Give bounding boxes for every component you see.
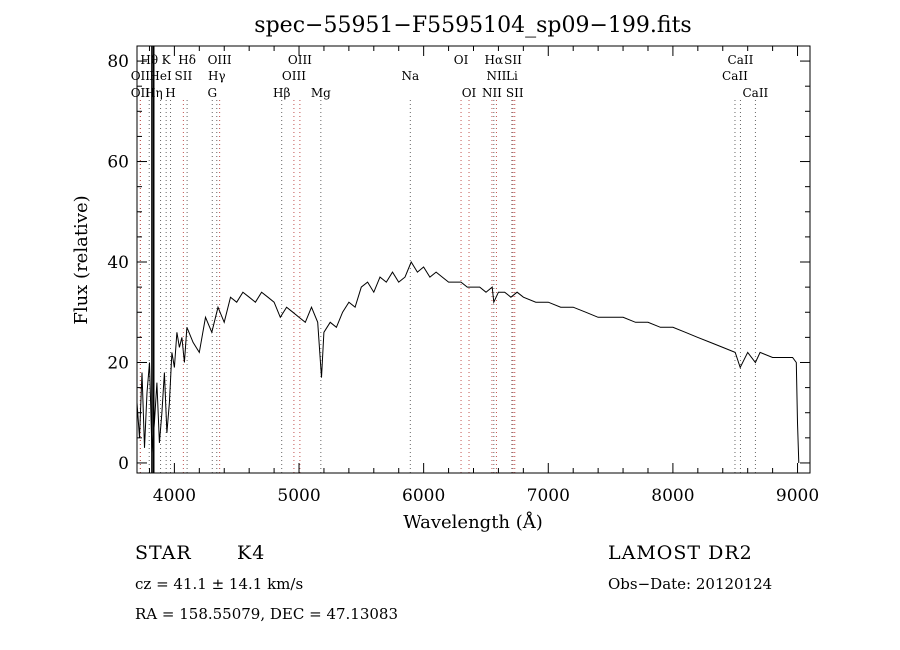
x-tick-label-0: 4000	[153, 486, 196, 506]
x-tick-label-3: 7000	[527, 486, 570, 506]
spectral-line-label-15: NII	[486, 69, 506, 83]
spectral-line-label-1: K	[162, 53, 172, 67]
spectral-line-label-14: Na	[401, 69, 419, 83]
spectral-line-label-21: G	[207, 86, 217, 100]
spectral-line-label-12: Hγ	[208, 69, 226, 83]
spectral-line-label-20: H	[165, 86, 175, 100]
coordinates: RA = 158.55079, DEC = 47.13083	[135, 605, 399, 623]
spectral-line-label-24: OI	[462, 86, 477, 100]
x-tick-label-1: 5000	[277, 486, 320, 506]
spectral-line-label-23: Mg	[311, 86, 331, 100]
spectral-line-label-22: Hβ	[273, 86, 290, 100]
spectral-line-label-11: SII	[175, 69, 193, 83]
spectral-line-label-0: Hθ	[140, 53, 158, 67]
spectral-line-label-13: OIII	[282, 69, 306, 83]
spectral-line-label-5: OI	[454, 53, 469, 67]
plot-frame	[136, 45, 811, 474]
x-tick-label-5: 9000	[776, 486, 819, 506]
spectral-line-label-16: Li	[506, 69, 518, 83]
object-class: STAR	[135, 542, 192, 564]
axis-ticks: 4000 5000 6000 7000 8000 9000 0 20 40 60 80	[107, 46, 819, 506]
spectral-line-label-2: Hδ	[178, 53, 196, 67]
spectral-line-label-7: SII	[504, 53, 522, 67]
y-tick-label-1: 20	[107, 353, 129, 373]
redshift-value: cz = 41.1 ± 14.1 km/s	[135, 575, 304, 593]
observation-date: Obs−Date: 20120124	[608, 575, 773, 593]
y-axis-label: Flux (relative)	[71, 195, 92, 324]
spectral-line-label-25: NII	[482, 86, 502, 100]
object-subclass: K4	[237, 542, 266, 564]
y-tick-label-4: 80	[107, 52, 129, 72]
spectral-line-label-3: OIII	[208, 53, 232, 67]
y-tick-label-2: 40	[107, 253, 129, 273]
spectral-line-label-18: OII	[131, 86, 151, 100]
x-tick-label-4: 8000	[651, 486, 694, 506]
survey-name: LAMOST DR2	[608, 542, 753, 564]
spectrum-line-0	[136, 260, 800, 464]
spectral-line-label-4: OIII	[288, 53, 312, 67]
spectral-line-label-8: CaII	[728, 53, 754, 67]
y-tick-label-3: 60	[107, 153, 129, 173]
spectral-line-label-17: CaII	[722, 69, 748, 83]
spectral-line-label-9: OII	[131, 69, 151, 83]
y-tick-label-0: 0	[118, 454, 129, 474]
spectrum-chart: spec−55951−F5595104_sp09−199.fits Hθ K Hδ O…	[71, 13, 819, 533]
x-tick-label-2: 6000	[402, 486, 445, 506]
spectral-line-label-26: SII	[506, 86, 524, 100]
x-axis-label: Wavelength (Å)	[403, 511, 543, 533]
spectral-line-label-10: HeI	[149, 69, 172, 83]
spectral-line-label-6: Hα	[485, 53, 504, 67]
chart-title: spec−55951−F5595104_sp09−199.fits	[254, 13, 691, 38]
spectral-line-label-27: CaII	[742, 86, 768, 100]
spectrum-series	[136, 260, 800, 464]
